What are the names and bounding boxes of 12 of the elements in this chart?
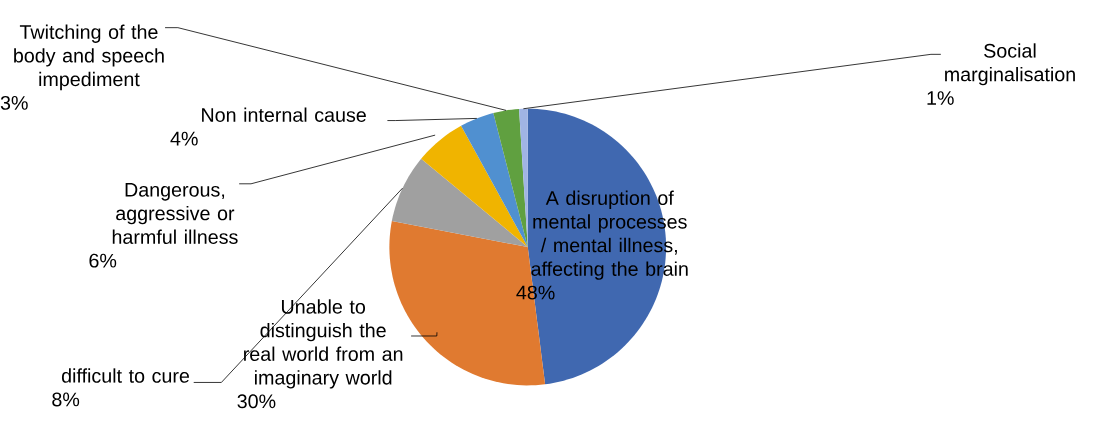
slice-label: Social marginalisation	[945, 43, 1075, 86]
slice-label: Twitching of the body and speech impediment	[14, 24, 164, 91]
data-label: 3%	[0, 95, 28, 110]
data-label: 1%	[927, 91, 954, 105]
data-label: 4%	[170, 131, 198, 146]
data-label: 30%	[237, 394, 276, 409]
slice-label: difficult to cure	[61, 368, 190, 383]
slice-label: Non internal cause	[202, 107, 366, 122]
data-label: 6%	[89, 253, 117, 268]
slice-label: Unable to distinguish the real world from an imaginary world	[244, 299, 403, 389]
data-label: 8%	[52, 392, 80, 407]
slice-label: Dangerous, aggressive or harmful illness	[112, 183, 238, 245]
